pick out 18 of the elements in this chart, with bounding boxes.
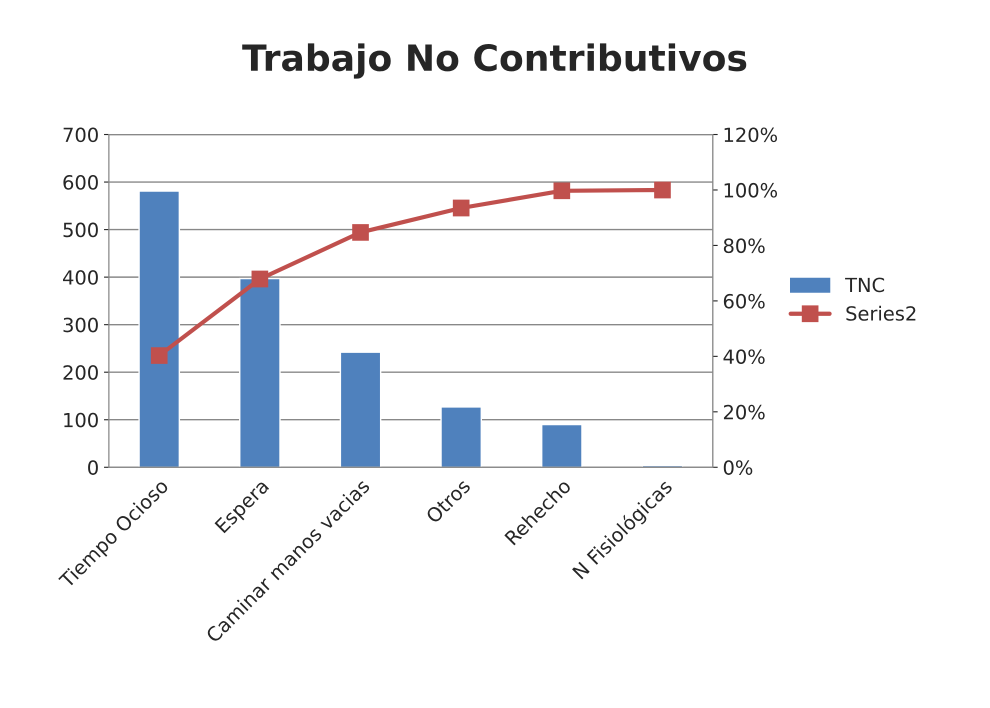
- legend-label: Series2: [846, 306, 916, 321]
- y2-tick-label: 80%: [724, 238, 765, 254]
- y2-tick-label: 0%: [724, 460, 752, 475]
- y-tick-label: 500: [64, 222, 98, 238]
- y-tick-label: 300: [64, 318, 98, 332]
- y-tick-label: 700: [64, 127, 98, 142]
- y-tick-label: 0: [88, 460, 98, 475]
- y2-tick-label: 60%: [724, 294, 765, 309]
- chart-title: Trabajo No Contributivos: [242, 43, 746, 79]
- y-tick-label: 100: [64, 412, 98, 428]
- y2-tick-label: 20%: [724, 404, 765, 420]
- y2-tick-label: 40%: [723, 349, 765, 364]
- legend-label: TNC: [845, 278, 884, 292]
- y2-tick-label: 100%: [724, 182, 778, 198]
- y2-tick-label: 120%: [724, 127, 778, 142]
- y-tick-label: 600: [63, 175, 98, 190]
- y-tick-label: 400: [63, 270, 98, 285]
- y-tick-label: 200: [63, 365, 98, 380]
